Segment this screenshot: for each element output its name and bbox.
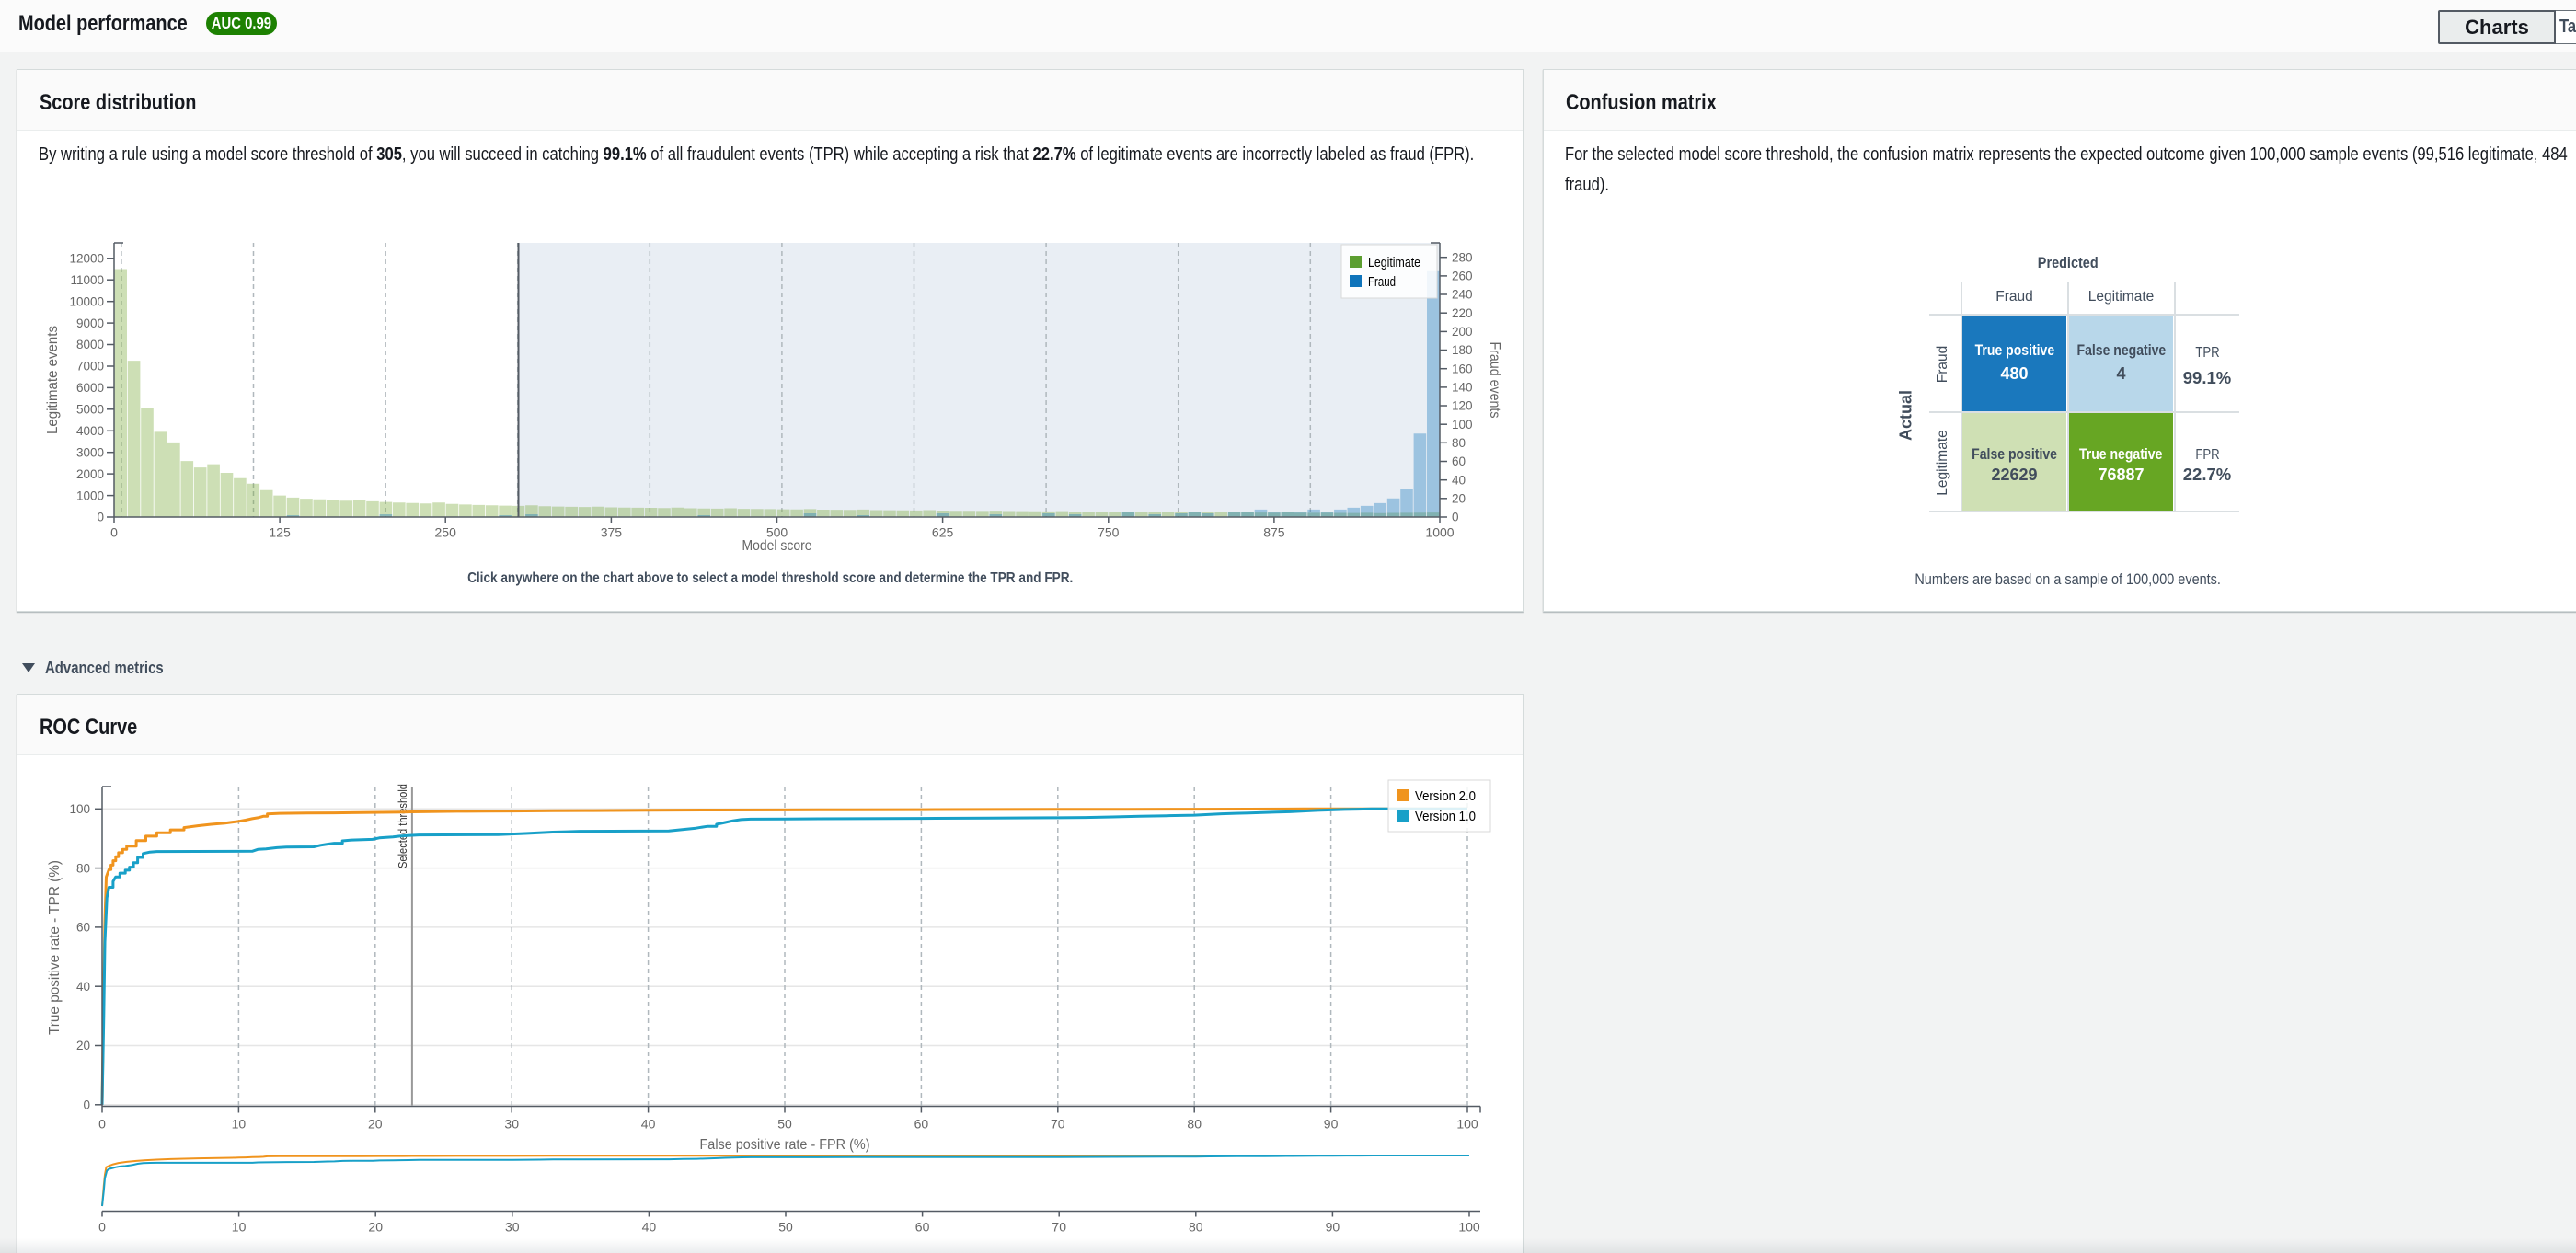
svg-text:Fraud: Fraud [1368,274,1396,290]
svg-text:100: 100 [1452,418,1473,431]
svg-text:False positive rate - FPR (%): False positive rate - FPR (%) [700,1137,870,1153]
svg-text:180: 180 [1452,343,1473,357]
svg-text:50: 50 [777,1117,792,1132]
svg-text:90: 90 [1324,1117,1339,1132]
svg-text:60: 60 [1452,454,1466,468]
svg-text:40: 40 [641,1117,656,1132]
svg-text:9000: 9000 [76,316,104,330]
svg-text:50: 50 [778,1220,793,1235]
svg-text:11000: 11000 [70,273,104,287]
svg-text:Fraud events: Fraud events [1487,342,1502,419]
svg-text:20: 20 [1452,492,1466,506]
svg-text:0: 0 [1452,511,1459,524]
svg-text:10000: 10000 [69,294,104,308]
svg-text:220: 220 [1452,306,1473,320]
svg-text:100: 100 [1458,1220,1480,1235]
svg-text:80: 80 [1452,436,1466,450]
svg-text:500: 500 [766,525,788,540]
svg-text:10: 10 [232,1220,247,1235]
svg-text:0: 0 [83,1098,90,1112]
svg-text:90: 90 [1326,1220,1340,1235]
svg-text:5000: 5000 [76,403,104,417]
svg-text:70: 70 [1052,1220,1066,1235]
svg-text:Version 1.0: Version 1.0 [1415,809,1476,824]
svg-text:750: 750 [1098,525,1120,540]
svg-text:2000: 2000 [76,467,104,481]
svg-text:100: 100 [1456,1117,1478,1132]
svg-text:125: 125 [269,525,291,540]
svg-text:7000: 7000 [76,360,104,374]
svg-text:60: 60 [915,1220,930,1235]
svg-text:250: 250 [435,525,457,540]
svg-text:40: 40 [642,1220,657,1235]
svg-text:60: 60 [76,921,90,935]
svg-text:6000: 6000 [76,381,104,395]
svg-text:3000: 3000 [76,445,104,459]
svg-text:True positive rate - TPR (%): True positive rate - TPR (%) [47,860,63,1035]
svg-text:Selected threshold: Selected threshold [397,784,409,868]
svg-text:1000: 1000 [76,489,104,502]
svg-text:875: 875 [1263,525,1285,540]
svg-text:Version 2.0: Version 2.0 [1415,788,1476,804]
svg-text:40: 40 [76,980,90,994]
svg-text:30: 30 [504,1117,519,1132]
svg-text:Legitimate: Legitimate [1368,255,1420,270]
svg-text:20: 20 [368,1220,383,1235]
svg-text:10: 10 [232,1117,247,1132]
svg-text:80: 80 [1187,1117,1202,1132]
svg-text:120: 120 [1452,399,1473,413]
svg-text:80: 80 [76,861,90,875]
svg-text:200: 200 [1452,325,1473,339]
svg-text:60: 60 [914,1117,929,1132]
svg-text:240: 240 [1452,288,1473,302]
svg-text:40: 40 [1452,473,1466,487]
svg-text:0: 0 [98,1220,106,1235]
svg-text:260: 260 [1452,270,1473,283]
svg-text:280: 280 [1452,250,1473,264]
svg-text:0: 0 [97,511,104,524]
svg-text:375: 375 [601,525,623,540]
svg-text:80: 80 [1189,1220,1203,1235]
svg-text:1000: 1000 [1425,525,1454,540]
svg-text:100: 100 [69,802,90,816]
svg-text:140: 140 [1452,381,1473,395]
svg-text:4000: 4000 [76,424,104,438]
svg-text:30: 30 [505,1220,520,1235]
svg-text:20: 20 [368,1117,383,1132]
svg-text:12000: 12000 [69,252,104,266]
svg-text:Model score: Model score [742,538,812,554]
svg-text:70: 70 [1051,1117,1065,1132]
svg-text:Legitimate events: Legitimate events [45,326,61,434]
svg-text:625: 625 [932,525,954,540]
svg-text:0: 0 [110,525,118,540]
svg-text:0: 0 [98,1117,106,1132]
svg-text:8000: 8000 [76,338,104,351]
svg-text:160: 160 [1452,362,1473,375]
svg-text:20: 20 [76,1039,90,1052]
